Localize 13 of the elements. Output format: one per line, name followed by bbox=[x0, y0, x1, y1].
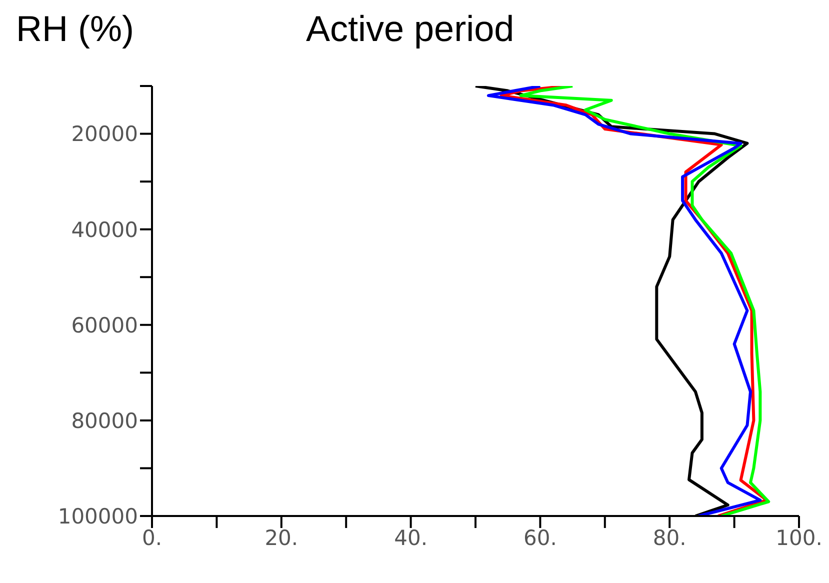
y-tick-label: 60000 bbox=[71, 313, 138, 338]
x-tick-label: 20. bbox=[264, 526, 298, 550]
x-tick-label: 100. bbox=[776, 526, 822, 550]
chart-title: Active period bbox=[306, 8, 514, 50]
y-tick-label: 80000 bbox=[71, 408, 138, 433]
x-tick-label: 0. bbox=[142, 526, 162, 550]
x-tick-label: 40. bbox=[394, 526, 428, 550]
y-tick-label: 100000 bbox=[58, 504, 138, 528]
x-tick-label: 60. bbox=[523, 526, 557, 550]
y-tick-label: 40000 bbox=[71, 218, 138, 242]
x-axis-title: RH (%) bbox=[16, 8, 134, 50]
y-tick-label: 20000 bbox=[71, 122, 138, 146]
x-tick-label: 80. bbox=[652, 526, 686, 550]
